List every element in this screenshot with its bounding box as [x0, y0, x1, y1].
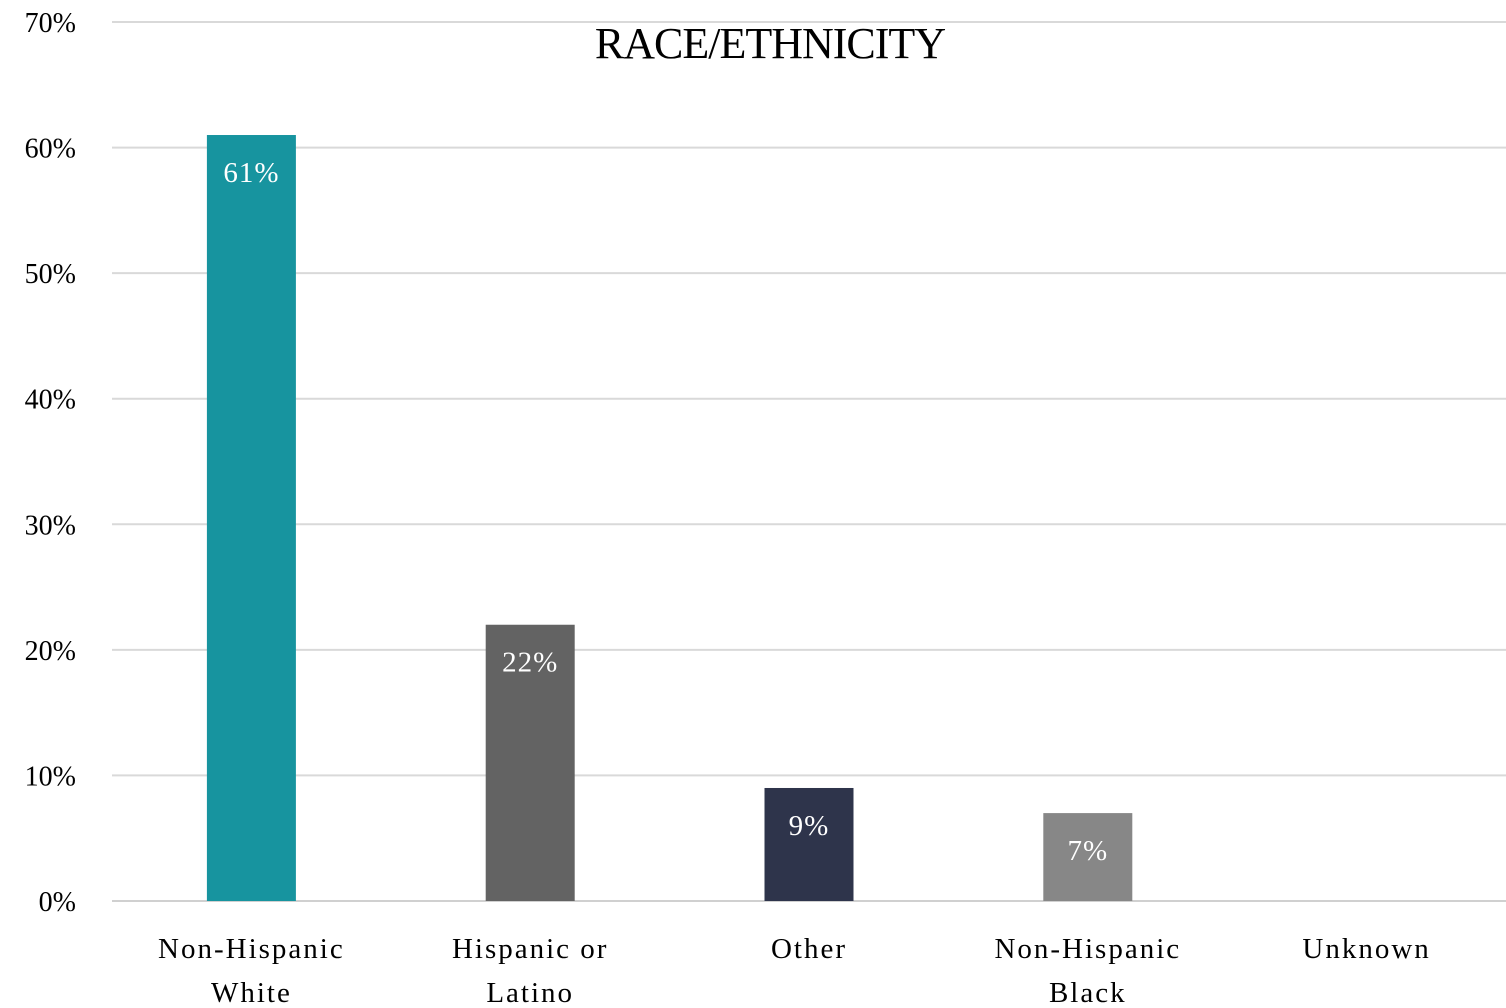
x-tick-label: Non-Hispanic	[994, 933, 1181, 965]
y-tick-label: 20%	[25, 636, 76, 667]
bar	[1043, 813, 1133, 901]
data-label: 22%	[502, 647, 558, 679]
x-tick-label: White	[211, 977, 292, 1008]
x-tick-label: Hispanic or	[452, 933, 609, 965]
x-tick-label: Black	[1049, 977, 1127, 1008]
x-tick-label: Non-Hispanic	[158, 933, 345, 965]
chart-title: RACE/ETHNICITY	[595, 19, 945, 68]
gridlines	[112, 21, 1506, 902]
y-axis-tick-labels: 0% 10% 20% 30% 40% 50% 60% 70%	[25, 8, 76, 918]
data-label: 61%	[223, 157, 279, 189]
y-tick-label: 40%	[25, 385, 76, 416]
y-tick-label: 60%	[25, 134, 76, 165]
y-tick-label: 70%	[25, 8, 76, 39]
y-tick-label: 10%	[25, 761, 76, 792]
y-tick-label: 0%	[39, 887, 76, 918]
x-axis-tick-labels: Non-Hispanic White Hispanic or Latino Other N…	[158, 933, 1430, 1008]
bars	[206, 135, 1133, 901]
x-tick-label: Latino	[486, 977, 574, 1008]
data-label: 9%	[789, 810, 830, 842]
logo-fragment	[1434, 0, 1506, 6]
y-tick-label: 30%	[25, 510, 76, 541]
data-labels: 61% 22% 9% 7%	[223, 157, 1108, 867]
x-tick-label: Other	[771, 933, 847, 965]
bar	[206, 135, 296, 901]
data-label: 7%	[1067, 835, 1108, 867]
x-tick-label: Unknown	[1302, 933, 1430, 965]
y-tick-label: 50%	[25, 259, 76, 290]
bar	[764, 787, 854, 901]
bar	[485, 624, 575, 901]
